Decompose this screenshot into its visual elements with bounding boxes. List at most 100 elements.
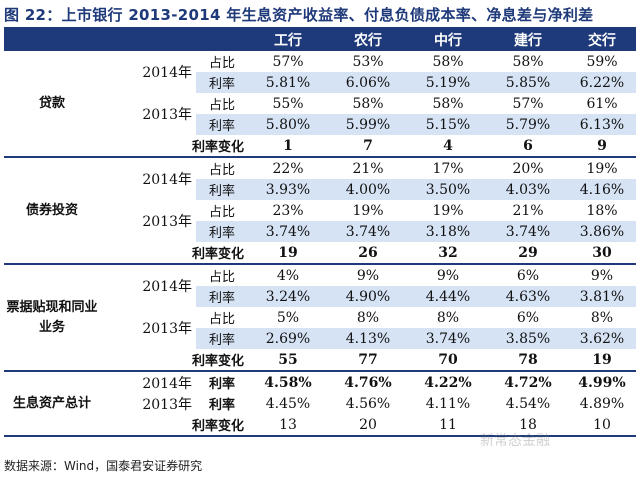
metric-label: 利率	[208, 377, 235, 392]
value-cell: 59%	[568, 51, 636, 72]
value-cell: 18%	[568, 200, 636, 221]
value-cell: 19%	[328, 200, 408, 221]
year-label: 2013年	[100, 200, 196, 242]
change-value: 30	[568, 242, 636, 264]
metric-label: 利率	[196, 179, 248, 200]
metric-label: 利率	[196, 286, 248, 307]
table-row: 利率 5.80% 5.99% 5.15% 5.79% 6.13%	[4, 114, 636, 135]
value-cell: 3.24%	[248, 286, 328, 307]
value-cell: 3.81%	[568, 286, 636, 307]
source-note: 数据来源：Wind，国泰君安证券研究	[4, 459, 203, 473]
change-value: 4	[408, 135, 488, 157]
value-cell: 3.74%	[408, 328, 488, 349]
metric-label: 利率	[208, 398, 235, 413]
change-row: 利率变化 13 20 11 18 10	[4, 414, 636, 436]
change-label: 利率变化	[100, 349, 248, 371]
value-cell: 8%	[328, 307, 408, 328]
value-cell: 4.90%	[328, 286, 408, 307]
value-cell: 19%	[408, 200, 488, 221]
value-cell: 3.86%	[568, 221, 636, 242]
section-label: 票据贴现和同业业务	[4, 264, 100, 371]
value-cell: 4.63%	[488, 286, 568, 307]
value-cell: 4.45%	[265, 395, 311, 412]
value-cell: 3.85%	[488, 328, 568, 349]
value-cell: 3.93%	[248, 179, 328, 200]
value-cell: 4.56%	[345, 395, 391, 412]
value-cell: 4.89%	[579, 395, 625, 412]
rate-table: 工行 农行 中行 建行 交行 贷款 2014年 占比 57% 53% 58% 58% 59% 利率 5.8…	[4, 29, 636, 437]
value-cell: 57%	[488, 93, 568, 114]
metric-label: 占比	[196, 51, 248, 72]
table-row: 2013年 占比 5% 8% 8% 6% 8%	[4, 307, 636, 349]
year-label: 2014年	[100, 51, 196, 93]
value-cell: 6.22%	[568, 72, 636, 93]
value-cell: 8%	[408, 307, 488, 328]
change-value: 13	[279, 416, 297, 433]
metric-label: 利率	[196, 114, 248, 135]
value-cell: 4.11%	[425, 395, 471, 412]
change-value: 10	[593, 416, 611, 433]
value-cell: 4.72%	[504, 374, 552, 391]
section-group: 票据贴现和同业业务 2014年 占比 4% 9% 9% 6% 9% 利率 3.24% 4.90% 4.…	[4, 264, 636, 371]
value-cell: 3.50%	[408, 179, 488, 200]
table-row: 2013年 利率 4.45% 4.56% 4.11% 4.54% 4.89%	[4, 393, 636, 414]
change-row: 利率变化 1 7 4 6 9	[4, 135, 636, 157]
value-cell: 2.69%	[248, 328, 328, 349]
value-cell: 53%	[328, 51, 408, 72]
value-cell: 3.62%	[568, 328, 636, 349]
value-cell: 5.79%	[488, 114, 568, 135]
figure-title: 图 22：上市银行 2013-2014 年生息资产收益率、付息负债成本率、净息差…	[4, 6, 594, 24]
year-label: 2014年	[100, 157, 196, 200]
metric-label: 占比	[196, 200, 248, 221]
change-value: 29	[488, 242, 568, 264]
table-row: 生息资产总计 2014年 利率 4.58% 4.76% 4.22% 4.72% 4.99%	[4, 371, 636, 411]
value-cell: 61%	[568, 93, 636, 114]
change-label: 利率变化	[100, 242, 248, 264]
change-value: 18	[519, 416, 537, 433]
change-label: 利率变化	[191, 419, 244, 434]
section-group: 债券投资 2014年 占比 22% 21% 17% 20% 19% 利率 3.93% 4.00% 3.…	[4, 157, 636, 264]
value-cell: 3.74%	[248, 221, 328, 242]
value-cell: 5.15%	[408, 114, 488, 135]
value-cell: 6.13%	[568, 114, 636, 135]
value-cell: 58%	[328, 93, 408, 114]
header-bank: 工行	[248, 29, 328, 51]
change-value: 19	[568, 349, 636, 371]
value-cell: 21%	[488, 200, 568, 221]
value-cell: 23%	[248, 200, 328, 221]
table-row: 贷款 2014年 占比 57% 53% 58% 58% 59%	[4, 51, 636, 157]
value-cell: 5.19%	[408, 72, 488, 93]
year-label: 2014年	[100, 264, 196, 307]
metric-label: 占比	[196, 264, 248, 286]
value-cell: 4.13%	[328, 328, 408, 349]
metric-label: 占比	[196, 307, 248, 328]
year-label: 2013年	[142, 396, 192, 413]
value-cell: 4.16%	[568, 179, 636, 200]
metric-label: 利率	[196, 221, 248, 242]
value-cell: 5.81%	[248, 72, 328, 93]
table-row: 利率 3.24% 4.90% 4.44% 4.63% 3.81%	[4, 286, 636, 307]
value-cell: 17%	[408, 157, 488, 179]
value-cell: 4.76%	[344, 374, 392, 391]
metric-label: 利率	[196, 72, 248, 93]
change-value: 9	[568, 135, 636, 157]
value-cell: 55%	[248, 93, 328, 114]
section-label: 贷款	[4, 51, 100, 157]
value-cell: 8%	[568, 307, 636, 328]
value-cell: 21%	[328, 157, 408, 179]
table-row: 利率 2.69% 4.13% 3.74% 3.85% 3.62%	[4, 328, 636, 349]
total-group: 生息资产总计 2014年 利率 4.58% 4.76% 4.22% 4.72% 4.99% 20…	[4, 371, 636, 436]
table-row: 债券投资 2014年 占比 22% 21% 17% 20% 19%	[4, 157, 636, 264]
header-bank: 交行	[568, 29, 636, 51]
change-value: 20	[359, 416, 377, 433]
value-cell: 4.58%	[264, 374, 312, 391]
value-cell: 4.03%	[488, 179, 568, 200]
value-cell: 6%	[488, 264, 568, 286]
value-cell: 9%	[408, 264, 488, 286]
value-cell: 5.80%	[248, 114, 328, 135]
year-label: 2013年	[100, 307, 196, 349]
value-cell: 4.22%	[424, 374, 472, 391]
table-row: 利率 3.93% 4.00% 3.50% 4.03% 4.16%	[4, 179, 636, 200]
table-row: 2013年 占比 23% 19% 19% 21% 18%	[4, 200, 636, 242]
change-value: 11	[439, 416, 457, 433]
